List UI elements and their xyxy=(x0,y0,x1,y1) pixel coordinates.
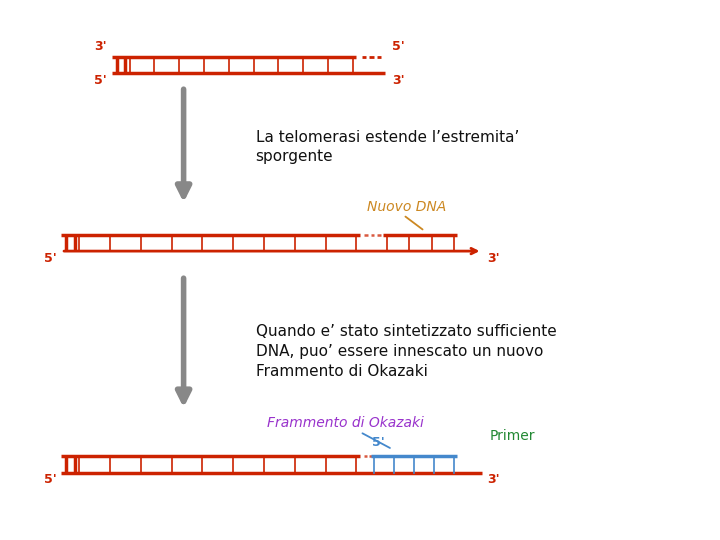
Text: Primer: Primer xyxy=(490,429,535,443)
Text: 5': 5' xyxy=(372,435,384,449)
Text: Quando e’ stato sintetizzato sufficiente
DNA, puo’ essere innescato un nuovo
Fra: Quando e’ stato sintetizzato sufficiente… xyxy=(256,324,557,379)
Text: 3': 3' xyxy=(94,40,107,53)
Text: 5': 5' xyxy=(44,473,57,487)
Text: 3': 3' xyxy=(487,473,500,487)
Text: Frammento di Okazaki: Frammento di Okazaki xyxy=(267,416,424,430)
Text: 5': 5' xyxy=(44,252,57,265)
Text: La telomerasi estende l’estremita’
sporgente: La telomerasi estende l’estremita’ sporg… xyxy=(256,130,519,164)
Text: 5': 5' xyxy=(392,40,405,53)
Text: 5': 5' xyxy=(94,73,107,87)
Text: 3': 3' xyxy=(392,73,405,87)
Text: 3': 3' xyxy=(487,252,500,265)
Text: Nuovo DNA: Nuovo DNA xyxy=(367,200,446,214)
